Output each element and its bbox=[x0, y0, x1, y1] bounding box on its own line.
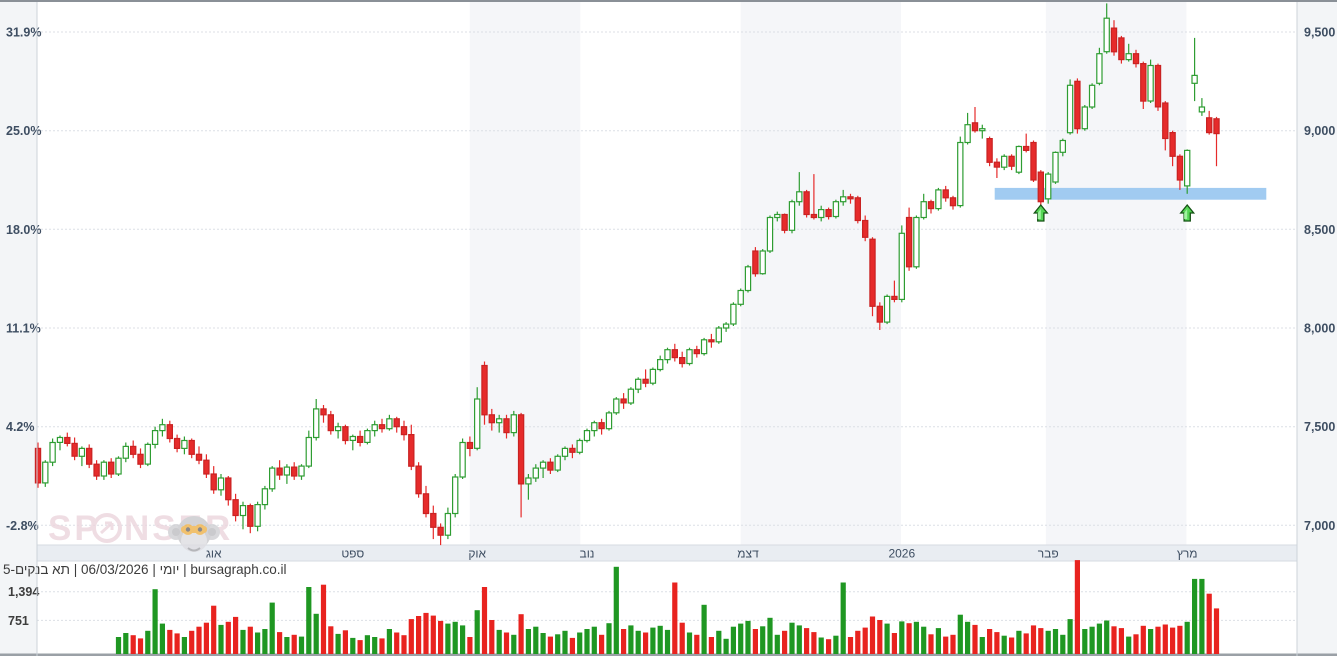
month-tick-label: אוג bbox=[206, 547, 222, 561]
buy-signal-arrow-icon bbox=[1032, 203, 1049, 222]
support-zone-band bbox=[994, 187, 1267, 200]
month-tick-label: פבר bbox=[1038, 547, 1059, 561]
right-axis-price-label: 7,000 bbox=[1304, 519, 1335, 533]
watermark-arrow-icon bbox=[99, 521, 114, 535]
watermark-text: SP bbox=[48, 509, 101, 548]
month-tick-label: דצמ bbox=[737, 547, 759, 561]
right-axis-price-label: 9,000 bbox=[1304, 124, 1335, 138]
candles-layer bbox=[34, 3, 1220, 546]
left-axis-percent-label: 25.0% bbox=[6, 124, 41, 138]
top-border bbox=[0, 0, 1337, 2]
month-tick-label: אוק bbox=[468, 547, 486, 561]
right-axis-price-label: 8,000 bbox=[1304, 322, 1335, 336]
left-axis-percent-label: 11.1% bbox=[6, 322, 41, 336]
left-axis-margin bbox=[0, 2, 37, 656]
month-shade-band bbox=[1045, 2, 1187, 545]
left-axis-percent-label: 4.2% bbox=[6, 420, 35, 434]
month-tick-label: נוב bbox=[580, 547, 595, 561]
monkey-logo-icon bbox=[168, 516, 220, 552]
right-axis-price-label: 7,500 bbox=[1304, 420, 1335, 434]
month-shade-band bbox=[469, 2, 581, 545]
volume-axis-label: 751 bbox=[8, 614, 29, 628]
month-tick-label: 2026 bbox=[888, 547, 915, 561]
month-tick-label: ספט bbox=[341, 547, 364, 561]
watermark-o-icon bbox=[92, 513, 122, 543]
left-axis-percent-label: 31.9% bbox=[6, 26, 41, 40]
buy-signal-arrow-icon bbox=[1179, 203, 1196, 222]
right-axis-price-label: 8,500 bbox=[1304, 223, 1335, 237]
footer-info-line: יומי | 06/03/2026 | תא בנקים-5 | bursagr… bbox=[3, 562, 286, 577]
month-tick-label: מרץ bbox=[1177, 547, 1198, 561]
right-axis-margin bbox=[1297, 2, 1337, 656]
volume-axis-label: 1,394 bbox=[8, 585, 39, 599]
left-axis-percent-label: -2.8% bbox=[6, 519, 39, 533]
right-axis-price-label: 9,500 bbox=[1304, 26, 1335, 40]
left-axis-percent-label: 18.0% bbox=[6, 223, 41, 237]
volume-layer bbox=[115, 560, 1220, 654]
bottom-border bbox=[0, 653, 1337, 656]
sponser-watermark: SP NSER bbox=[48, 509, 230, 552]
